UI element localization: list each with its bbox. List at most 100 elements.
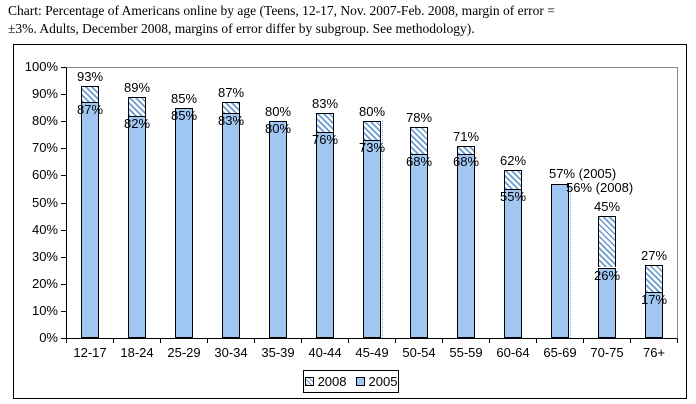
x-category-label: 65-69: [543, 345, 577, 360]
x-category-label: 70-75: [590, 345, 624, 360]
bar-inner-label: 82%: [123, 116, 151, 131]
plot-frame: [66, 67, 678, 339]
legend-label: 2008: [317, 374, 347, 389]
bar-inner-label: 55%: [499, 189, 527, 204]
y-tick-label: 90%: [31, 86, 58, 101]
x-category-label: 25-29: [167, 345, 201, 360]
chart-area: 0% 10% 20% 30% 40% 50% 60% 70% 80% 90% 100% 12-17 1…: [13, 44, 687, 399]
legend-label: 2005: [368, 374, 398, 389]
bar-top-label: 80%: [264, 104, 292, 119]
y-tick: [61, 203, 66, 204]
bar-top-label: 87%: [217, 85, 245, 100]
bar-2008-cap: [645, 265, 663, 292]
x-tick: [583, 339, 584, 343]
legend-item-2008: 2008: [304, 374, 347, 389]
bar-2008-cap: [316, 113, 334, 132]
x-tick: [536, 339, 537, 343]
bar-top-label: 93%: [76, 69, 104, 84]
bar-inner-label: 26%: [593, 268, 621, 283]
chart-title-line-2: ±3%. Adults, December 2008, margins of e…: [8, 21, 475, 36]
bar-inner-label: 76%: [311, 132, 339, 147]
legend: 2008 2005: [303, 370, 399, 393]
bar-inner-label: 85%: [170, 108, 198, 123]
bar-2008-cap: [222, 102, 240, 113]
bar-top-label: 27%: [640, 248, 668, 263]
bar-2005: [81, 102, 99, 338]
y-tick-label: 60%: [31, 167, 58, 182]
bar-2005: [222, 113, 240, 338]
bar-2008-cap: [410, 127, 428, 154]
bar-2008-cap: [598, 216, 616, 267]
x-category-label: 40-44: [308, 345, 342, 360]
bar-top-label: 71%: [452, 129, 480, 144]
bar-top-label: 78%: [405, 110, 433, 125]
bar-2005: [410, 154, 428, 338]
y-tick-label: 10%: [31, 303, 58, 318]
bar-2005: [645, 292, 663, 338]
x-category-label: 30-34: [214, 345, 248, 360]
bar-top-label: 83%: [311, 96, 339, 111]
x-category-label: 50-54: [402, 345, 436, 360]
y-tick: [61, 284, 66, 285]
bar-top-label: 62%: [499, 153, 527, 168]
x-tick: [301, 339, 302, 343]
legend-item-2005: 2005: [355, 374, 398, 389]
x-tick: [207, 339, 208, 343]
x-category-label: 18-24: [120, 345, 154, 360]
y-tick: [61, 338, 66, 339]
bar-top-label: 85%: [170, 91, 198, 106]
bar-inner-label: 68%: [405, 154, 433, 169]
y-tick-label: 100%: [24, 59, 58, 74]
y-tick-label: 0%: [39, 330, 58, 345]
x-tick: [677, 339, 678, 343]
bar-top-label: 45%: [593, 199, 621, 214]
y-tick: [61, 121, 66, 122]
y-tick-label: 20%: [31, 276, 58, 291]
y-tick: [61, 230, 66, 231]
x-tick: [66, 339, 67, 343]
y-tick-label: 30%: [31, 249, 58, 264]
x-tick: [254, 339, 255, 343]
bar-2005: [316, 132, 334, 338]
bar-inner-label: 17%: [640, 292, 668, 307]
ghost-bar-edge: [570, 186, 571, 338]
legend-swatch-hatched: [304, 377, 314, 386]
bar-2005: [457, 154, 475, 338]
bar-2008-cap: [363, 121, 381, 140]
y-tick: [61, 148, 66, 149]
x-category-label: 60-64: [496, 345, 530, 360]
y-tick: [61, 175, 66, 176]
bar-top-label: 57% (2005): [549, 166, 617, 181]
chart-title-line-1: Chart: Percentage of Americans online by…: [8, 3, 555, 18]
x-tick: [630, 339, 631, 343]
bar-2005: [504, 189, 522, 338]
y-tick: [61, 94, 66, 95]
bar-2005: [598, 268, 616, 338]
bar-2008-cap: [81, 86, 99, 102]
bar-2005: [128, 116, 146, 338]
bar-2005: [551, 184, 569, 338]
y-tick-label: 80%: [31, 113, 58, 128]
bar-2008-cap: [457, 146, 475, 154]
x-tick: [489, 339, 490, 343]
x-category-label: 45-49: [355, 345, 389, 360]
x-category-label: 76+: [642, 345, 666, 360]
x-tick: [395, 339, 396, 343]
bar-top-label: 89%: [123, 80, 151, 95]
bar-side-label: 56% (2008): [566, 180, 634, 195]
x-tick: [442, 339, 443, 343]
bar-2008-cap: [128, 97, 146, 116]
legend-swatch-solid: [355, 377, 365, 386]
ghost-bar-edge: [382, 121, 383, 338]
bar-inner-label: 83%: [217, 113, 245, 128]
y-tick: [61, 311, 66, 312]
bar-2005: [269, 121, 287, 338]
bar-inner-label: 80%: [264, 121, 292, 136]
y-tick: [61, 67, 66, 68]
y-tick-label: 70%: [31, 140, 58, 155]
x-category-label: 35-39: [261, 345, 295, 360]
x-tick: [113, 339, 114, 343]
x-tick: [348, 339, 349, 343]
x-tick: [160, 339, 161, 343]
y-tick-label: 50%: [31, 195, 58, 210]
